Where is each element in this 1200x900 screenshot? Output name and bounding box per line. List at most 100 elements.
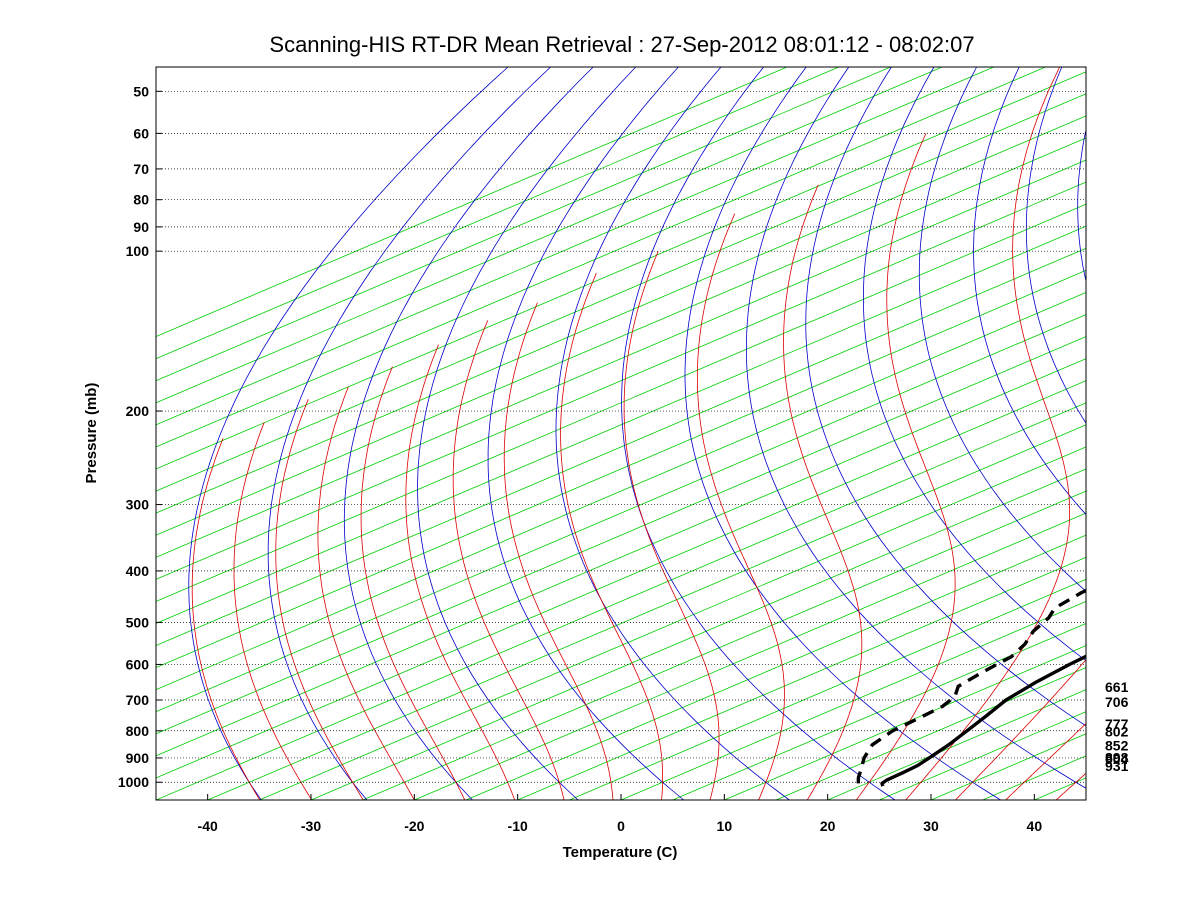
isotherm-line	[156, 67, 943, 404]
moist-adiabat-line	[503, 302, 614, 800]
level-label: 931	[1105, 758, 1129, 774]
x-tick-label: -40	[198, 818, 218, 834]
isotherm-line	[156, 203, 1086, 602]
y-tick-label: 1000	[118, 774, 149, 790]
isotherm-line	[156, 93, 1086, 492]
y-tick-label: 700	[126, 692, 150, 708]
isotherm-line	[156, 67, 994, 426]
y-axis-ticks: 50 60 70 80 90 100 200 300 400 500 600 700 800 900 100…	[118, 83, 162, 790]
x-tick-label: 0	[617, 818, 625, 834]
level-label: 777	[1105, 716, 1129, 732]
isotherm-line	[156, 67, 891, 382]
y-tick-label: 80	[133, 192, 149, 208]
isotherm-line	[517, 556, 1086, 800]
moist-adiabat-line	[317, 386, 415, 800]
level-label: 706	[1105, 694, 1129, 710]
isotherm-line	[156, 269, 1086, 669]
isotherm-line	[156, 67, 1046, 448]
dry-adiabat-line	[621, 67, 896, 800]
y-tick-label: 500	[126, 614, 150, 630]
isotherm-line	[156, 137, 1086, 536]
dry-adiabat-line	[863, 67, 1086, 662]
dry-adiabat-line	[746, 67, 1086, 789]
isotherm-line	[724, 645, 1086, 800]
isotherm-line	[156, 115, 1086, 514]
isotherm-line	[156, 402, 1086, 800]
sounding-profiles	[856, 588, 1086, 787]
moist-adiabat-line	[905, 67, 1070, 800]
y-axis-label: Pressure (mb)	[83, 383, 100, 484]
chart-title: Scanning-HIS RT-DR Mean Retrieval : 27-S…	[269, 32, 974, 57]
level-label: 802	[1105, 723, 1129, 739]
dry-adiabat-line	[1077, 127, 1086, 283]
y-tick-label: 50	[133, 83, 149, 99]
moist-adiabat-line	[275, 399, 364, 800]
temperature-profile-line	[880, 654, 1086, 787]
isotherm-line	[156, 292, 1086, 691]
moist-adiabat-line	[855, 133, 956, 800]
moist-adiabat-line	[560, 273, 663, 800]
level-label: 904	[1105, 751, 1129, 767]
moist-adiabat-line	[405, 344, 516, 800]
isotherm-line	[156, 71, 1086, 470]
isotherm-line	[310, 468, 1086, 800]
dry-adiabat-line	[918, 67, 1086, 592]
dry-adiabat-line	[417, 67, 637, 800]
dry-adiabat-line	[487, 67, 684, 800]
moist-adiabat-line	[191, 438, 261, 800]
moist-adiabat-line	[1005, 723, 1086, 800]
x-tick-label: -10	[508, 818, 528, 834]
y-tick-label: 200	[126, 403, 150, 419]
isotherm-line	[156, 358, 1086, 757]
x-tick-label: -20	[404, 818, 424, 834]
isotherm-line	[775, 667, 1086, 800]
y-tick-label: 60	[133, 125, 149, 141]
isotherm-line	[569, 578, 1086, 800]
moist-adiabat-line	[697, 213, 785, 800]
isotherm-line	[414, 512, 1086, 800]
dry-adiabat-line	[267, 67, 552, 800]
isotherm-line	[156, 181, 1086, 580]
y-tick-label: 70	[133, 161, 149, 177]
x-tick-label: 20	[820, 818, 836, 834]
x-axis-ticks: -40 -30 -20 -10 0 10 20 30 40	[198, 794, 1043, 834]
dry-adiabat-line	[684, 67, 1001, 800]
y-tick-label: 800	[126, 723, 150, 739]
y-tick-label: 300	[126, 497, 150, 513]
dry-adiabat-line	[343, 67, 594, 800]
y-tick-label: 100	[126, 243, 150, 259]
isotherm-line	[156, 67, 788, 338]
moist-adiabat-line	[233, 422, 313, 800]
dry-adiabat-line	[1025, 67, 1086, 424]
moist-adiabat-line	[360, 366, 466, 800]
level-label: 852	[1105, 737, 1129, 753]
x-axis-label: Temperature (C)	[563, 844, 678, 861]
y-tick-label: 600	[126, 656, 150, 672]
isotherm-line	[672, 623, 1086, 800]
isotherm-line	[156, 247, 1086, 646]
isotherm-line	[362, 490, 1086, 800]
y-tick-label: 900	[126, 750, 150, 766]
isotherm-line	[465, 534, 1086, 800]
level-label: 661	[1105, 679, 1129, 695]
dry-adiabat-line	[188, 67, 509, 800]
dry-adiabat-line	[805, 67, 1086, 727]
level-label: 898	[1105, 749, 1129, 765]
isotherm-line	[620, 600, 1086, 800]
x-tick-label: 40	[1027, 818, 1043, 834]
isotherm-line	[156, 314, 1086, 713]
isotherm-line	[259, 446, 1086, 800]
y-tick-label: 90	[133, 219, 149, 235]
isotherm-line	[156, 380, 1086, 779]
isotherm-line	[156, 67, 839, 360]
isotherm-line	[156, 336, 1086, 735]
x-tick-label: 30	[923, 818, 939, 834]
dry-adiabat-line	[973, 67, 1086, 516]
y-tick-label: 400	[126, 563, 150, 579]
moist-adiabat-line	[623, 251, 720, 800]
isotherm-line	[156, 225, 1086, 624]
dry-adiabat-line	[555, 67, 790, 800]
background-lines	[156, 67, 1086, 800]
